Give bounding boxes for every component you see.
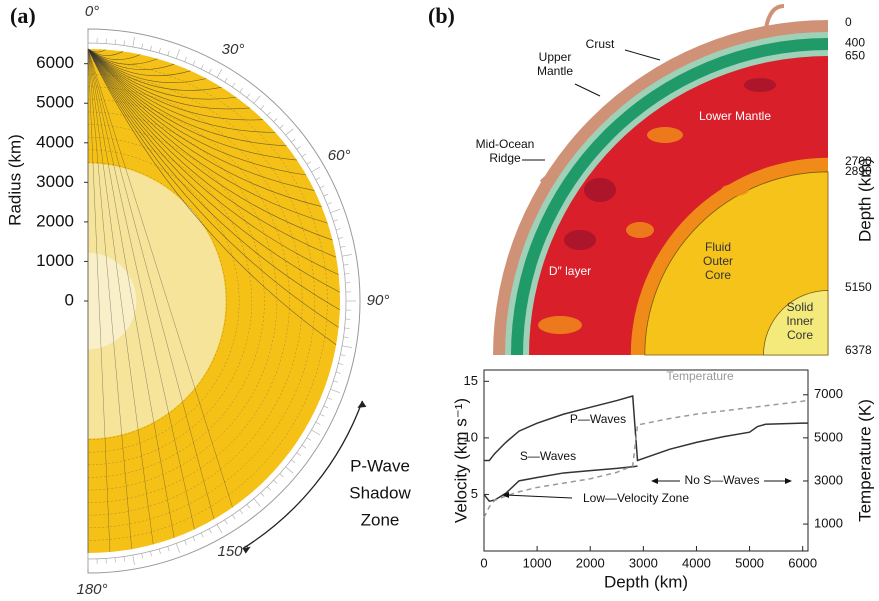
leader <box>575 84 600 96</box>
blob <box>538 316 582 334</box>
y2-axis-title: Temperature (K) <box>855 399 874 522</box>
blob <box>584 178 616 202</box>
x-tick-label: 3000 <box>629 555 658 570</box>
layer-label: UpperMantle <box>537 50 573 78</box>
x-tick-label: 4000 <box>682 555 711 570</box>
depth-label: 5150 <box>845 280 872 294</box>
angle-label: 180° <box>76 581 107 598</box>
depth-label: 0 <box>845 15 852 29</box>
shadow-label: Zone <box>361 510 400 529</box>
angle-label: 0° <box>85 3 99 20</box>
angle-label: 150° <box>217 543 248 560</box>
leader <box>625 50 660 60</box>
shadow-label: P-Wave <box>350 456 410 475</box>
blob <box>721 184 749 196</box>
series-label: P—Waves <box>570 412 626 426</box>
depth-label: 650 <box>845 49 865 63</box>
blob <box>626 222 654 238</box>
angle-label: 60° <box>328 147 351 164</box>
tick-label: 1000 <box>36 251 74 270</box>
layer-label: FluidOuterCore <box>703 240 733 282</box>
blob <box>744 78 776 92</box>
tick-label: 6000 <box>36 53 74 72</box>
panel-label: (a) <box>10 3 36 28</box>
annotation-arrow <box>506 495 572 498</box>
layer-label: Mid-OceanRidge <box>476 137 535 165</box>
panel-b: 04006502700289051506378CrustUpperMantleM… <box>476 6 872 357</box>
panel-a: 0 1000 2000 3000 4000 5000 6000 0° 30° 60° 90° 150°… <box>36 3 389 598</box>
annotation: Low—Velocity Zone <box>583 491 689 505</box>
x-tick-label: 6000 <box>788 555 817 570</box>
x-tick-label: 5000 <box>735 555 764 570</box>
angle-label: 30° <box>222 41 245 58</box>
axis-title: Radius (km) <box>5 134 24 226</box>
layer-label: Crust <box>586 37 615 51</box>
arrowhead <box>357 401 366 408</box>
x-tick-label: 2000 <box>576 555 605 570</box>
angle-label: 90° <box>367 292 390 309</box>
y2-tick-label: 5000 <box>814 429 843 444</box>
layer-label: SolidInnerCore <box>786 300 813 342</box>
blob <box>647 127 683 143</box>
tick-label: 3000 <box>36 172 74 191</box>
y-axis-title: Velocity (km s⁻¹) <box>451 398 470 523</box>
panel-label: (b) <box>428 3 455 28</box>
blob <box>564 230 596 250</box>
tick-label: 4000 <box>36 132 74 151</box>
tick-label: 2000 <box>36 211 74 230</box>
y2-tick-label: 3000 <box>814 472 843 487</box>
layer-label: Lower Mantle <box>699 109 771 123</box>
y-tick-label: 5 <box>471 486 478 501</box>
x-axis-title: Depth (km) <box>604 572 688 591</box>
depth-label: 2890 <box>845 164 872 178</box>
y2-tick-label: 1000 <box>814 516 843 531</box>
series-label: Temperature <box>666 369 734 383</box>
x-tick-label: 0 <box>480 555 487 570</box>
y2-tick-label: 7000 <box>814 386 843 401</box>
layer-label: D″ layer <box>549 264 591 278</box>
depth-label: 6378 <box>845 343 872 357</box>
shadow-label: Shadow <box>349 483 411 502</box>
y-tick-label: 15 <box>464 373 478 388</box>
annotation: No S—Waves <box>685 473 760 487</box>
series-label: S—Waves <box>520 449 576 463</box>
tick-label: 5000 <box>36 93 74 112</box>
x-tick-label: 1000 <box>523 555 552 570</box>
figure: (a) (b) Radius (km) Depth (km) P-Wave Sh… <box>0 0 879 601</box>
tick-label: 0 <box>65 290 74 309</box>
